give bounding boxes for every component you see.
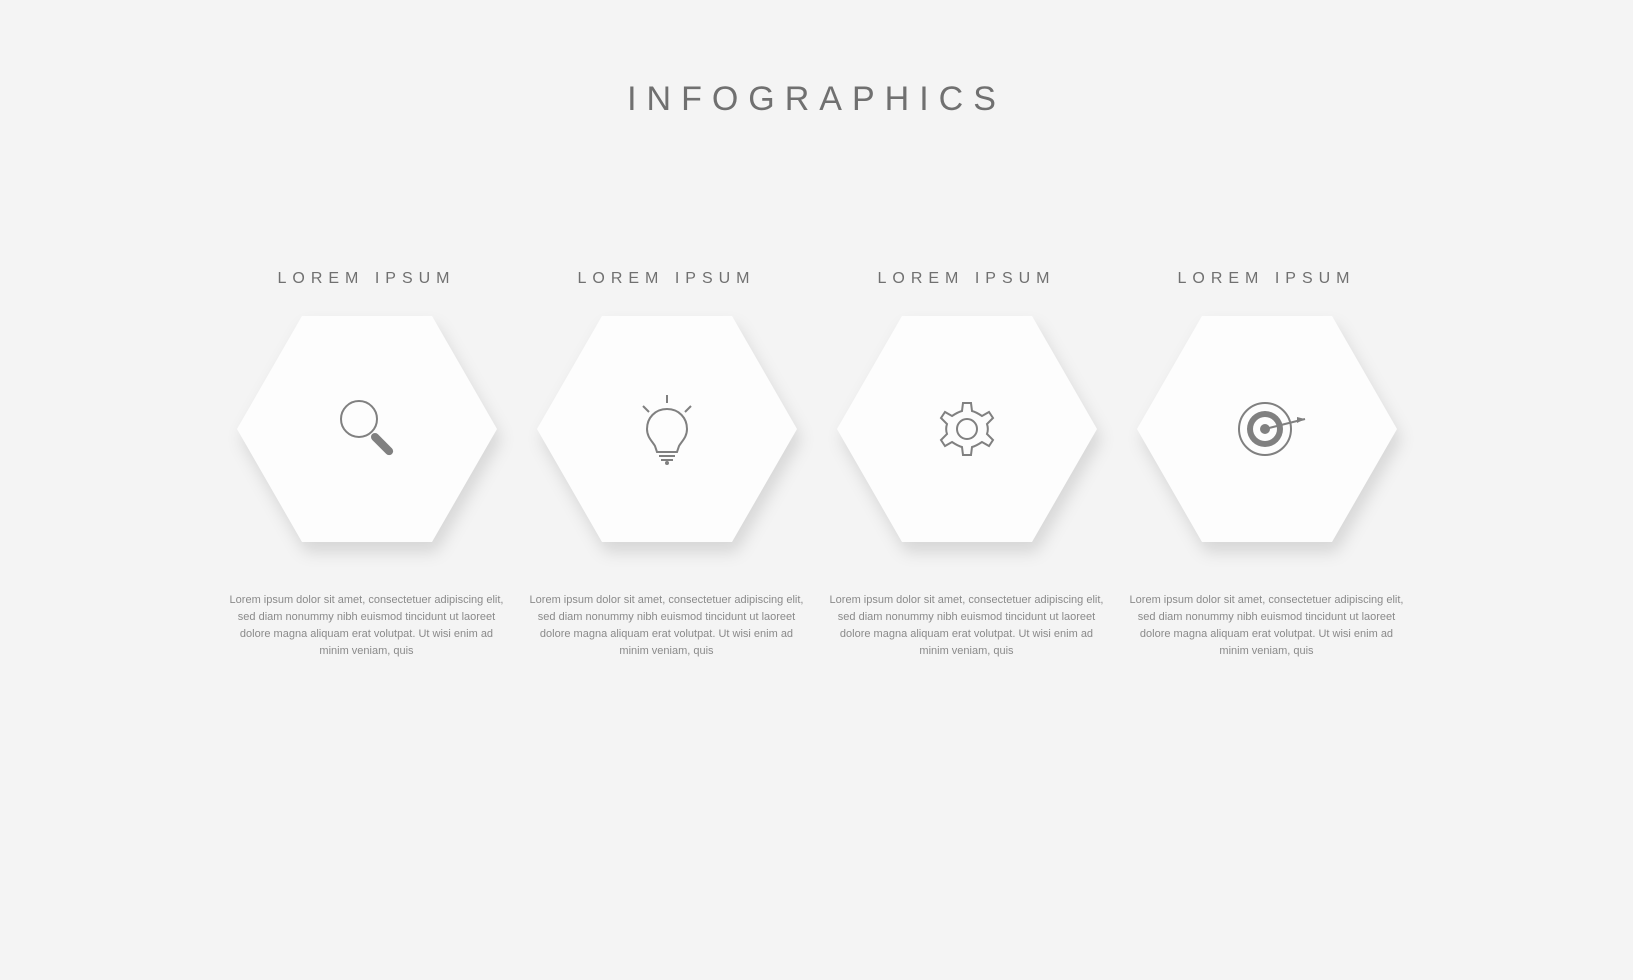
step-1-hexagon [237,316,497,542]
step-4-title: LOREM IPSUM [1177,270,1355,288]
main-title: INFOGRAPHICS [0,80,1633,119]
step-3: LOREM IPSUM Lorem ipsum dolor sit amet, … [827,270,1107,660]
magnifier-icon [327,389,407,469]
step-4-hexagon [1137,316,1397,542]
step-3-body: Lorem ipsum dolor sit amet, consectetuer… [827,592,1107,660]
lightbulb-icon [627,389,707,469]
step-1-body: Lorem ipsum dolor sit amet, consectetuer… [227,592,507,660]
infographic-canvas: INFOGRAPHICS LOREM IPSUM Lorem ipsum dol… [0,0,1633,980]
step-2-title: LOREM IPSUM [577,270,755,288]
step-2-hexagon [537,316,797,542]
step-1: LOREM IPSUM Lorem ipsum dolor sit amet, … [227,270,507,660]
step-3-hexagon [837,316,1097,542]
steps-row: LOREM IPSUM Lorem ipsum dolor sit amet, … [0,270,1633,660]
step-3-title: LOREM IPSUM [877,270,1055,288]
step-4: LOREM IPSUM Lorem ipsum dolor sit [1127,270,1407,660]
target-icon [1227,389,1307,469]
step-2-body: Lorem ipsum dolor sit amet, consectetuer… [527,592,807,660]
gear-icon [927,389,1007,469]
step-2: LOREM IPSUM Lorem ip [527,270,807,660]
step-1-title: LOREM IPSUM [277,270,455,288]
step-4-body: Lorem ipsum dolor sit amet, consectetuer… [1127,592,1407,660]
